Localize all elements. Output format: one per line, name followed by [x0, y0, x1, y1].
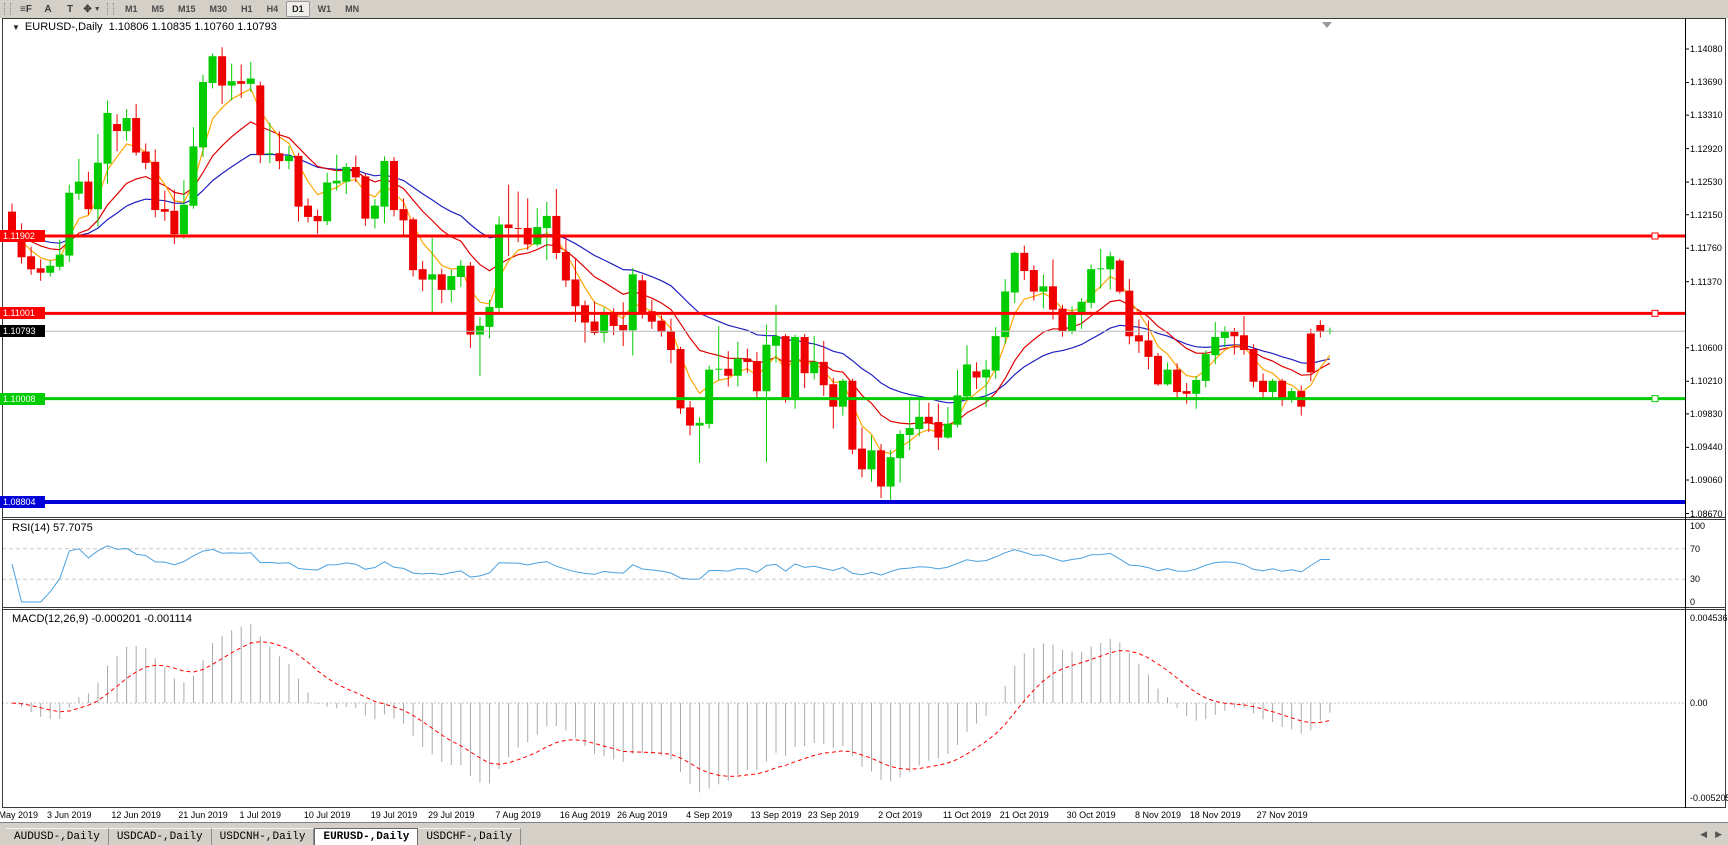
chart-tab-usdchf[interactable]: USDCHF-,Daily [418, 828, 522, 845]
chevron-down-icon[interactable]: ▼ [12, 23, 20, 32]
chart-tabs: AUDUSD-,Daily USDCAD-,Daily USDCNH-,Daily E… [6, 826, 522, 845]
rsi-axis-label: 100 [1690, 521, 1706, 531]
price-tick-label: 1.12150 [1690, 209, 1723, 220]
rsi-axis-label: 70 [1690, 543, 1701, 554]
price-tick-label: 1.14080 [1690, 44, 1723, 54]
date-tick-label: 30 Oct 2019 [1066, 810, 1116, 820]
date-tick-label: 1 Jul 2019 [239, 810, 282, 820]
price-tick-label: 1.10600 [1690, 342, 1723, 353]
chart-tab-audusd[interactable]: AUDUSD-,Daily [6, 828, 109, 845]
level-price-badge: 1.11902 [0, 230, 45, 242]
line-handle[interactable] [1651, 309, 1659, 317]
ma-slow-line [11, 153, 1331, 404]
timeframe-group: M1 M5 M15 M30 H1 H4 D1 W1 MN [118, 1, 366, 17]
timeframe-button-m5[interactable]: M5 [151, 4, 165, 14]
chart-tab-usdcnh[interactable]: USDCNH-,Daily [211, 828, 315, 845]
rsi-indicator-label: RSI(14) 57.7075 [12, 522, 93, 534]
symbol-period-label: EURUSD-,Daily [24, 21, 103, 33]
date-tick-label: 21 Oct 2019 [999, 810, 1049, 820]
price-tick-label: 1.08670 [1690, 508, 1723, 519]
chart-title: ▼ EURUSD-,Daily 1.10806 1.10835 1.10760 1… [12, 21, 277, 33]
chart-background [0, 18, 1728, 822]
candles [8, 47, 1334, 503]
scroll-left-icon[interactable]: ◀ [1700, 829, 1708, 839]
price-tick-label: 1.12920 [1690, 143, 1723, 154]
price-tick-label: 1.11370 [1690, 276, 1722, 287]
date-tick-label: 27 Nov 2019 [1256, 810, 1308, 820]
cursor-mode-icon[interactable]: ✥ ▼ [83, 3, 101, 15]
date-tick-label: 2 Oct 2019 [878, 810, 923, 820]
price-tick-label: 1.13690 [1690, 77, 1723, 88]
rsi-axis-label: 30 [1690, 574, 1701, 585]
timeframe-button-h1[interactable]: H1 [241, 4, 253, 14]
timeframe-button-h4[interactable]: H4 [266, 4, 279, 14]
price-tick-label: 1.10210 [1690, 376, 1723, 387]
chart-tab-bar: AUDUSD-,Daily USDCAD-,Daily USDCNH-,Daily E… [0, 822, 1728, 845]
macd-axis-label: 0.00 [1690, 698, 1708, 708]
toolbar-grip [107, 3, 114, 15]
macd-axis-label: -0.005205 [1690, 793, 1728, 803]
macd-indicator-label: MACD(12,26,9) -0.000201 -0.001114 [12, 613, 192, 625]
ma-medium-line [11, 121, 1331, 426]
date-tick-label: 8 Nov 2019 [1134, 810, 1182, 820]
price-tick-label: 1.09830 [1690, 408, 1723, 419]
current-price-badge: 1.10793 [0, 325, 45, 338]
toolbar-grip [4, 3, 11, 15]
macd-signal-line [11, 641, 1330, 777]
line-handle[interactable] [1651, 232, 1659, 240]
dropdown-caret-icon[interactable]: ▼ [93, 5, 101, 13]
price-tick-label: 1.12530 [1690, 177, 1723, 188]
drawing-tools-group: ≡F A T ✥ ▼ [15, 2, 103, 17]
toolbar: ≡F A T ✥ ▼ M1 M5 M15 M30 H1 H4 D1 W1 MN [0, 0, 1728, 19]
date-tick-label: 21 Jun 2019 [178, 810, 228, 820]
level-price-badge: 1.08804 [0, 495, 45, 508]
date-tick-label: 19 Jul 2019 [370, 810, 418, 820]
timeframe-button-w1[interactable]: W1 [317, 4, 332, 14]
scroll-right-icon[interactable]: ▶ [1715, 829, 1722, 839]
timeframe-button-d1[interactable]: D1 [286, 1, 310, 17]
macd-axis-label: 0.004536 [1690, 613, 1728, 623]
date-tick-label: 26 Aug 2019 [617, 810, 668, 820]
price-tick-label: 1.13310 [1690, 110, 1723, 121]
text-label-icon[interactable]: A [44, 3, 52, 15]
date-tick-label: 11 Oct 2019 [942, 810, 992, 820]
date-tick-label: 18 Nov 2019 [1189, 810, 1241, 820]
fibonacci-icon[interactable]: ≡F [20, 3, 32, 15]
date-tick-label: 29 Jul 2019 [428, 810, 475, 820]
price-tick-label: 1.09440 [1690, 442, 1723, 453]
ohlc-readout: 1.10806 1.10835 1.10760 1.10793 [108, 21, 277, 33]
price-tick-label: 1.09060 [1690, 475, 1723, 486]
date-tick-label: 13 Sep 2019 [750, 810, 802, 820]
timeframe-button-mn[interactable]: MN [345, 4, 360, 14]
date-tick-label: 16 Aug 2019 [559, 810, 611, 820]
tab-scroll-controls: ◀ ▶ [1700, 823, 1722, 845]
date-tick-label: 23 Sep 2019 [807, 810, 859, 820]
rsi-line [11, 545, 1330, 603]
chart-tab-eurusd[interactable]: EURUSD-,Daily [314, 828, 419, 845]
timeframe-button-m1[interactable]: M1 [125, 4, 138, 14]
date-tick-label: 12 Jun 2019 [111, 810, 161, 820]
line-handle[interactable] [1651, 395, 1659, 403]
chart-shift-marker-icon[interactable] [1322, 22, 1332, 28]
date-tick-label: 24 May 2019 [0, 810, 39, 820]
rsi-axis-label: 0 [1690, 597, 1696, 607]
chart-canvas[interactable] [0, 18, 1728, 822]
date-tick-label: 3 Jun 2019 [47, 810, 92, 820]
timeframe-button-m30[interactable]: M30 [209, 4, 228, 14]
chart-tab-usdcad[interactable]: USDCAD-,Daily [108, 828, 212, 845]
text-box-icon[interactable]: T [66, 3, 74, 15]
timeframe-button-m15[interactable]: M15 [178, 4, 196, 14]
level-price-badge: 1.10008 [0, 392, 45, 405]
date-tick-label: 7 Aug 2019 [495, 810, 541, 820]
date-tick-label: 10 Jul 2019 [303, 810, 351, 820]
chart-window: ▼ EURUSD-,Daily 1.10806 1.10835 1.10760 1… [0, 18, 1728, 822]
date-tick-label: 4 Sep 2019 [686, 810, 733, 820]
price-tick-label: 1.11760 [1690, 243, 1722, 254]
level-price-badge: 1.11001 [0, 307, 45, 320]
